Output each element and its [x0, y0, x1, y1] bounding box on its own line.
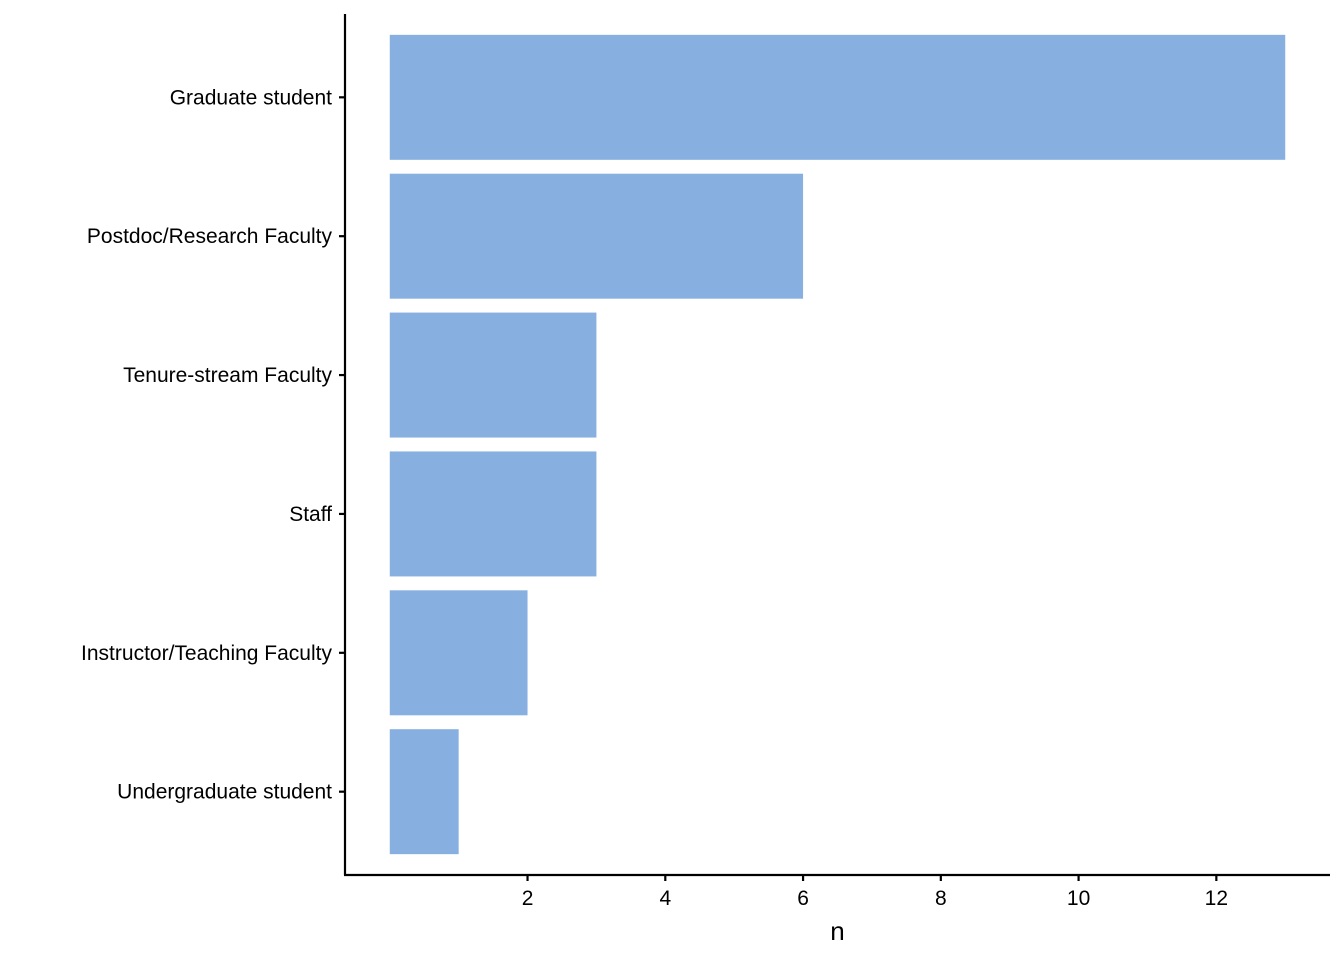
bar-postdoc-research-faculty: [389, 173, 804, 299]
y-axis: Graduate student Postdoc/Research Faculty…: [81, 14, 347, 875]
x-axis: 2 4 6 8 10 12: [344, 873, 1330, 910]
x-axis-title: n: [830, 916, 844, 946]
bar-instructor-teaching-faculty: [389, 590, 528, 716]
y-tick-label: Tenure-stream Faculty: [123, 364, 332, 387]
y-tick-label: Undergraduate student: [117, 781, 332, 804]
x-tick-label: 4: [659, 887, 671, 910]
x-tick-label: 6: [797, 887, 809, 910]
bar-staff: [389, 451, 597, 577]
bar-undergraduate-student: [389, 729, 459, 855]
bars-layer: [389, 34, 1286, 855]
x-tick-label: 10: [1067, 887, 1090, 910]
x-tick-label: 12: [1205, 887, 1228, 910]
x-tick-label: 2: [522, 887, 534, 910]
y-tick-label: Instructor/Teaching Faculty: [81, 642, 332, 665]
y-tick-label: Graduate student: [170, 86, 332, 109]
x-tick-label: 8: [935, 887, 947, 910]
bar-graduate-student: [389, 34, 1286, 160]
y-tick-label: Staff: [289, 503, 332, 526]
y-tick-label: Postdoc/Research Faculty: [87, 225, 333, 248]
bar-tenure-stream-faculty: [389, 312, 597, 438]
